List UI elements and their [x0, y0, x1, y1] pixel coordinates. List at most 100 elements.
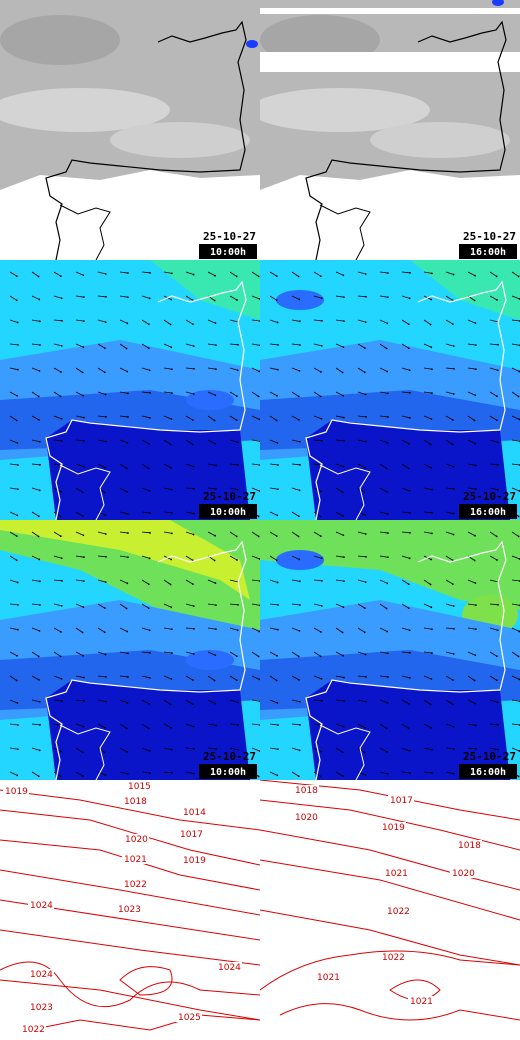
wind-arrow-head	[82, 606, 85, 609]
wind-arrow-head	[475, 604, 477, 606]
wind-arrow-head	[475, 344, 477, 346]
wind-arrow	[97, 723, 106, 729]
wind-arrow-head	[452, 533, 455, 536]
wind-arrow	[185, 415, 194, 421]
wind-arrow-head	[408, 489, 411, 492]
wind-arrow-head	[126, 701, 129, 704]
wind-arrow	[401, 295, 410, 299]
wind-arrow	[53, 343, 62, 347]
wind-arrow	[269, 675, 277, 681]
isobar-label-bg	[380, 822, 406, 832]
wind-arrow-head	[125, 727, 128, 730]
wind-arrow	[467, 391, 476, 396]
time-label: 16:00h	[470, 247, 506, 258]
wind-arrow-head	[495, 679, 498, 682]
wind-arrow	[119, 651, 128, 654]
wind-arrow	[31, 747, 40, 751]
wind-arrow	[423, 699, 431, 705]
wind-arrow-head	[147, 323, 150, 326]
wind-arrow	[9, 723, 18, 726]
wind-arrow-head	[409, 512, 411, 514]
wind-arrow	[229, 699, 238, 703]
isobar	[260, 829, 520, 891]
wind-arrow	[269, 415, 277, 421]
wind-arrow	[75, 319, 84, 322]
wind-arrow-head	[147, 607, 150, 610]
wind-arrow	[31, 295, 40, 300]
wind-arrow-head	[259, 580, 260, 582]
wind-arrow-head	[125, 607, 128, 610]
wind-arrow	[313, 415, 322, 420]
wind-arrow-head	[431, 392, 433, 394]
wind-arrow-head	[258, 604, 260, 607]
wind-arrow-head	[83, 556, 85, 559]
wind-arrow	[379, 319, 388, 324]
wind-arrow	[467, 675, 475, 681]
wind-arrow	[163, 627, 172, 630]
map-panel: 1015 1019 1014 1018 1017 1020 1019 1021 1022 1023…	[0, 780, 260, 1040]
wind-arrow-head	[61, 440, 63, 442]
wind-arrow	[269, 723, 278, 726]
wind-arrow-head	[60, 604, 63, 607]
wind-arrow	[467, 343, 476, 346]
wind-arrow	[97, 747, 105, 753]
wind-arrow	[401, 675, 410, 679]
wind-arrow	[313, 367, 322, 373]
wind-arrow-head	[61, 319, 63, 322]
wind-arrow	[511, 699, 520, 702]
wind-arrow-head	[363, 491, 366, 494]
isobar-label: 1022	[124, 880, 147, 890]
wind-arrow-head	[409, 271, 411, 274]
wind-arrow-head	[387, 532, 389, 534]
wind-arrow-head	[497, 723, 499, 726]
wind-arrow	[489, 603, 498, 606]
wind-arrow	[251, 295, 260, 300]
wind-arrow-head	[171, 511, 173, 514]
wind-arrow-head	[214, 654, 217, 657]
wind-arrow	[75, 367, 83, 373]
wind-arrow-head	[82, 676, 85, 679]
wind-arrow-head	[148, 443, 150, 445]
wind-arrow	[119, 463, 127, 469]
wind-arrow	[141, 343, 150, 349]
wind-arrow	[97, 531, 106, 535]
wind-arrow	[445, 579, 454, 585]
wind-arrow-head	[15, 275, 18, 278]
wind-arrow-head	[363, 607, 366, 610]
wind-arrow-head	[341, 515, 344, 517]
wind-arrow-head	[474, 582, 477, 584]
wind-arrow	[445, 391, 454, 395]
wind-arrow-head	[431, 368, 433, 371]
wind-arrow-head	[59, 395, 62, 398]
wind-arrow	[357, 699, 366, 703]
wind-arrow-head	[452, 653, 455, 655]
wind-arrow-head	[17, 464, 19, 466]
wind-arrow-head	[104, 466, 106, 469]
wind-arrow	[53, 699, 62, 702]
wind-arrow	[335, 463, 344, 467]
wind-arrow-head	[82, 346, 85, 349]
wind-arrow	[467, 531, 476, 537]
wind-arrow-head	[235, 655, 238, 658]
wind-arrow	[489, 415, 497, 421]
wind-arrow	[291, 367, 300, 372]
wind-arrow	[53, 675, 62, 680]
wind-arrow	[313, 531, 322, 537]
wind-arrow-head	[171, 652, 173, 654]
wind-arrow	[379, 271, 388, 274]
wind-arrow	[269, 627, 278, 631]
wind-arrow	[53, 531, 62, 537]
wind-arrow	[423, 439, 431, 445]
wind-arrow	[97, 487, 105, 493]
wind-arrow-head	[275, 535, 278, 538]
wind-arrow	[511, 579, 520, 582]
wind-arrow-head	[495, 535, 498, 538]
wind-arrow	[9, 439, 18, 444]
wind-arrow-head	[127, 272, 129, 274]
wind-arrow-head	[474, 702, 477, 705]
wind-arrow-head	[298, 369, 301, 372]
wind-arrow-head	[451, 703, 454, 706]
wind-arrow	[229, 367, 238, 371]
wind-arrow	[489, 343, 498, 346]
wind-arrow	[357, 343, 366, 349]
